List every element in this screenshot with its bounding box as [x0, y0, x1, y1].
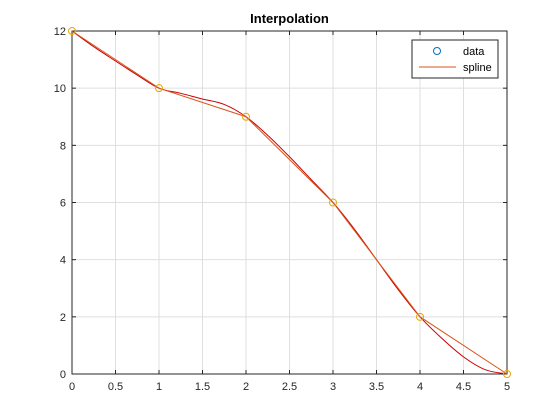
- interpolation-curve: [71, 30, 508, 375]
- y-tick-label: 4: [60, 255, 66, 267]
- legend-label-data: data: [463, 46, 485, 58]
- x-tick-label: 1.5: [195, 381, 210, 393]
- x-tick-label: 1: [156, 381, 162, 393]
- x-tick-label: 0.5: [108, 381, 123, 393]
- series: [68, 27, 511, 378]
- data-point: [329, 198, 337, 207]
- legend-label-spline: spline: [463, 62, 492, 74]
- legend: data spline: [411, 39, 499, 79]
- x-tick-label: 4: [417, 381, 423, 393]
- legend-box: [411, 39, 499, 79]
- x-tick-label: 2: [243, 381, 249, 393]
- data-point: [68, 27, 76, 35]
- legend-data-marker: [433, 47, 441, 55]
- y-tick-label: 12: [54, 26, 66, 38]
- x-tick-label: 4.5: [456, 381, 471, 393]
- y-tick-label: 6: [60, 198, 66, 210]
- y-tick-label: 0: [60, 369, 66, 381]
- x-tick-label: 5: [504, 381, 510, 393]
- y-tick-label: 10: [54, 83, 66, 95]
- axis-ticks: 0 0.5 1 1.5 2 2.5 3 3.5 4 4.5 5 0 2 4 6 8 10 12: [54, 26, 510, 393]
- data-point: [503, 370, 511, 378]
- data-point: [155, 84, 163, 93]
- data-point: [242, 112, 250, 121]
- chart-title: Interpolation: [250, 11, 329, 26]
- data-point: [416, 312, 424, 321]
- x-tick-label: 3: [330, 381, 336, 393]
- x-tick-label: 2.5: [282, 381, 297, 393]
- y-tick-label: 2: [60, 312, 66, 324]
- series-line-spline: [71, 30, 508, 375]
- x-tick-label: 3.5: [369, 381, 384, 393]
- y-tick-label: 8: [60, 140, 66, 152]
- x-tick-label: 0: [69, 381, 75, 393]
